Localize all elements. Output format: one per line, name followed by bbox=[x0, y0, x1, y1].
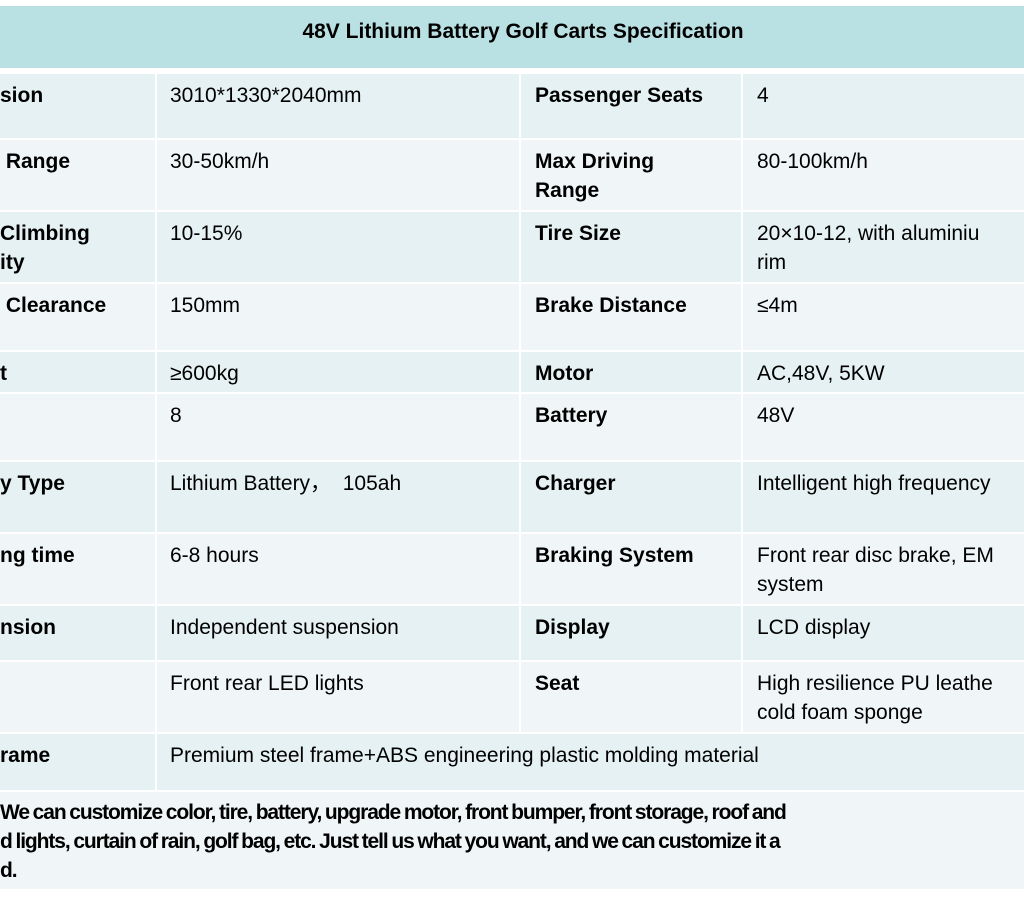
row-value: AC,48V, 5KW bbox=[743, 352, 1024, 392]
cell-text: Independent suspension bbox=[170, 616, 399, 639]
row-label: Charger bbox=[521, 462, 741, 532]
cell-text: y Type bbox=[0, 472, 65, 495]
cell-text: Seat bbox=[535, 672, 580, 695]
cell-text: Lithium Battery， 105ah bbox=[170, 472, 402, 495]
cell-text: ity bbox=[0, 251, 25, 274]
row-label bbox=[0, 662, 155, 732]
row-value: 48V bbox=[743, 394, 1024, 460]
cell-text: Max Driving bbox=[535, 150, 655, 173]
cell-text: Brake Distance bbox=[535, 294, 687, 317]
row-value: 150mm bbox=[157, 284, 519, 350]
cell-text: t bbox=[0, 362, 7, 385]
row-value: 6-8 hours bbox=[157, 534, 519, 604]
cell-text: sion bbox=[0, 84, 44, 107]
cell-text: 6-8 hours bbox=[170, 544, 259, 567]
row-value: Intelligent high frequency bbox=[743, 462, 1024, 532]
cell-text: Climbing bbox=[0, 222, 90, 245]
cell-text: High resilience PU leathe bbox=[757, 672, 993, 695]
cell-text: 8 bbox=[170, 404, 182, 427]
cell-text: ≤4m bbox=[757, 294, 798, 317]
cell-text: Motor bbox=[535, 362, 594, 385]
row-value: 8 bbox=[157, 394, 519, 460]
cell-text: cold foam sponge bbox=[757, 701, 923, 724]
row-label: ng time bbox=[0, 534, 155, 604]
cell-text: Passenger Seats bbox=[535, 84, 704, 107]
cell-text: Range bbox=[535, 179, 600, 202]
row-value: 20×10-12, with aluminiu rim bbox=[743, 212, 1024, 282]
row-label: Max Driving Range bbox=[521, 140, 741, 210]
table-title: 48V Lithium Battery Golf Carts Specifica… bbox=[302, 20, 744, 43]
cell-text: Display bbox=[535, 616, 610, 639]
row-label: Passenger Seats bbox=[521, 74, 741, 138]
row-value: ≥600kg bbox=[157, 352, 519, 392]
note-line: d lights, curtain of rain, golf bag, etc… bbox=[0, 830, 781, 853]
row-value: 10-15% bbox=[157, 212, 519, 282]
cell-text: 10-15% bbox=[170, 222, 243, 245]
row-value: 3010*1330*2040mm bbox=[157, 74, 519, 138]
cell-text: ≥600kg bbox=[170, 362, 239, 385]
cell-text: 150mm bbox=[170, 294, 241, 317]
cell-text: 4 bbox=[757, 84, 769, 107]
cell-text: Range bbox=[0, 150, 71, 173]
cell-text: ng time bbox=[0, 544, 75, 567]
row-value: Front rear LED lights bbox=[157, 662, 519, 732]
row-value: 30-50km/h bbox=[157, 140, 519, 210]
customization-note: We can customize color, tire, battery, u… bbox=[0, 792, 1024, 889]
frame-label: rame bbox=[0, 734, 155, 790]
row-value: 80-100km/h bbox=[743, 140, 1024, 210]
row-label bbox=[0, 394, 155, 460]
cell-text: 3010*1330*2040mm bbox=[170, 84, 362, 107]
cell-text: LCD display bbox=[757, 616, 871, 639]
row-value: LCD display bbox=[743, 606, 1024, 660]
cell-text: AC,48V, 5KW bbox=[757, 362, 885, 385]
cell-text: system bbox=[757, 573, 824, 596]
cell-text: Tire Size bbox=[535, 222, 621, 245]
row-value: High resilience PU leathe cold foam spong… bbox=[743, 662, 1024, 732]
row-label: Range bbox=[0, 140, 155, 210]
cell-text: Braking System bbox=[535, 544, 694, 567]
row-label: Battery bbox=[521, 394, 741, 460]
row-label: Braking System bbox=[521, 534, 741, 604]
row-label: Display bbox=[521, 606, 741, 660]
cell-text: nsion bbox=[0, 616, 56, 639]
cell-text: Charger bbox=[535, 472, 616, 495]
cell-text: 30-50km/h bbox=[170, 150, 270, 173]
row-label: t bbox=[0, 352, 155, 392]
note-line: We can customize color, tire, battery, u… bbox=[0, 801, 787, 824]
row-value: Front rear disc brake, EM system bbox=[743, 534, 1024, 604]
cell-text: Intelligent high frequency bbox=[757, 472, 991, 495]
note-line: d. bbox=[0, 859, 18, 882]
row-label: Clearance bbox=[0, 284, 155, 350]
row-label: sion bbox=[0, 74, 155, 138]
cell-text: Clearance bbox=[0, 294, 107, 317]
row-label: Seat bbox=[521, 662, 741, 732]
cell-text: 48V bbox=[757, 404, 795, 427]
cell-text: 20×10-12, with aluminiu bbox=[757, 222, 980, 245]
row-label: Tire Size bbox=[521, 212, 741, 282]
table-title-band: 48V Lithium Battery Golf Carts Specifica… bbox=[0, 6, 1024, 68]
row-label: Brake Distance bbox=[521, 284, 741, 350]
row-value: ≤4m bbox=[743, 284, 1024, 350]
cell-text: Front rear disc brake, EM bbox=[757, 544, 994, 567]
cell-text: Battery bbox=[535, 404, 608, 427]
row-value: Independent suspension bbox=[157, 606, 519, 660]
cell-text: 80-100km/h bbox=[757, 150, 868, 173]
row-value: Lithium Battery， 105ah bbox=[157, 462, 519, 532]
row-label: Climbing ity bbox=[0, 212, 155, 282]
row-label: y Type bbox=[0, 462, 155, 532]
cell-text: Front rear LED lights bbox=[170, 672, 364, 695]
frame-value: Premium steel frame+ABS engineering plas… bbox=[157, 734, 1024, 790]
row-label: Motor bbox=[521, 352, 741, 392]
row-label: nsion bbox=[0, 606, 155, 660]
cell-text: rim bbox=[757, 251, 787, 274]
row-value: 4 bbox=[743, 74, 1024, 138]
